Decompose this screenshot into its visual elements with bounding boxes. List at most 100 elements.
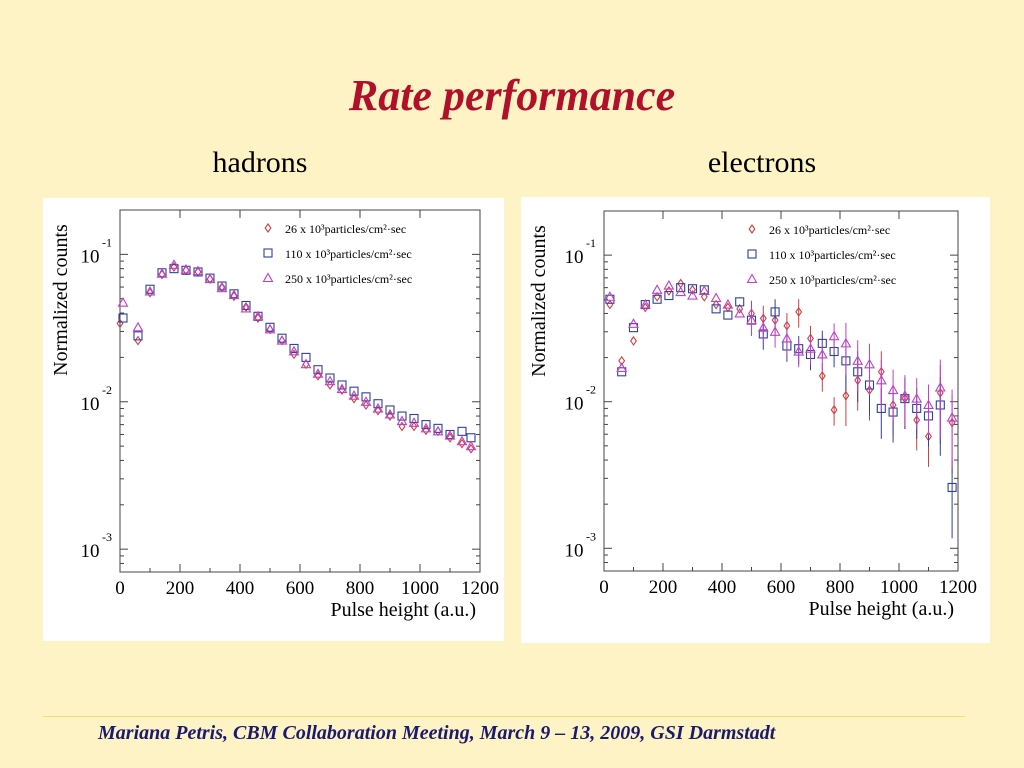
data-point <box>795 306 803 317</box>
x-tick-label: 200 <box>166 578 195 599</box>
data-point <box>757 322 769 332</box>
data-point <box>396 415 408 426</box>
data-point <box>432 425 444 436</box>
data-point <box>118 313 128 323</box>
data-point <box>228 289 240 300</box>
y-tick-label-base: 10 <box>565 540 584 561</box>
data-point <box>734 307 746 318</box>
legend-label: 26 x 10³particles/cm²·sec <box>285 222 406 236</box>
x-axis-label: Pulse height (a.u.) <box>808 598 954 620</box>
x-tick-label: 0 <box>599 577 609 598</box>
x-tick-label: 200 <box>649 577 678 598</box>
slide-title: Rate performance <box>348 71 676 120</box>
hadrons-chart-panel: 0 200 400 600 800 1000 1200 10 -1 10 -2 10 -3 Pulse h… <box>43 198 504 641</box>
data-point <box>651 284 663 294</box>
data-point <box>641 302 649 313</box>
data-point <box>325 373 335 383</box>
data-point <box>887 384 899 395</box>
legend-marker <box>747 249 757 259</box>
data-point <box>770 307 780 317</box>
data-point <box>216 282 228 293</box>
data-point <box>618 355 626 366</box>
data-point <box>144 285 156 296</box>
y-tick-label: 10-2 <box>81 383 113 415</box>
x-tick-label: 0 <box>115 578 125 599</box>
data-point <box>698 285 710 295</box>
data-point <box>156 268 168 278</box>
data-point <box>314 370 322 381</box>
y-tick-label: 10-3 <box>565 529 597 561</box>
data-point <box>180 263 192 274</box>
y-tick-label-base: 10 <box>81 246 100 267</box>
data-point <box>947 482 957 493</box>
electrons-caption: electrons <box>707 146 817 179</box>
legend-marker <box>264 223 272 233</box>
data-point <box>639 298 651 309</box>
data-point <box>664 290 674 301</box>
footer-text: Mariana Petris, CBM Collaboration Meetin… <box>98 722 776 744</box>
data-point <box>875 374 887 385</box>
data-point <box>349 386 359 396</box>
y-tick-label: 10-2 <box>565 383 597 415</box>
legend-marker <box>263 248 273 258</box>
data-point <box>313 365 323 375</box>
data-point <box>218 282 226 293</box>
data-point <box>134 335 142 346</box>
x-tick-label: 1000 <box>401 578 439 599</box>
y-tick-label-base: 10 <box>81 541 100 562</box>
y-tick-label-exponent: -2 <box>102 383 112 397</box>
y-tick-label: 10-1 <box>81 235 113 267</box>
data-point <box>628 318 639 328</box>
y-tick-label: 10-1 <box>565 236 597 268</box>
y-tick-label-exponent: -1 <box>102 235 112 249</box>
data-point <box>946 411 958 422</box>
y-tick-label-exponent: -2 <box>586 383 596 397</box>
data-point <box>444 429 456 440</box>
series-diamond <box>606 278 956 474</box>
series-square <box>605 283 957 539</box>
data-point <box>324 375 336 386</box>
x-tick-label: 800 <box>346 578 375 599</box>
data-point <box>816 348 828 359</box>
data-point <box>711 304 721 314</box>
y-tick-label: 10-3 <box>81 530 113 562</box>
data-point <box>911 392 923 403</box>
data-point <box>818 370 826 381</box>
series-triangle <box>117 259 477 451</box>
footer-divider <box>43 716 965 717</box>
data-point <box>723 310 733 320</box>
y-tick-label-exponent: -3 <box>102 530 112 544</box>
data-point <box>736 303 744 314</box>
data-point <box>828 330 840 341</box>
data-point <box>630 335 637 346</box>
data-point <box>385 405 395 415</box>
data-point <box>805 343 816 353</box>
y-tick-label-exponent: -3 <box>586 529 596 543</box>
x-tick-label: 600 <box>286 578 315 599</box>
data-point <box>675 286 687 297</box>
data-point <box>710 292 722 303</box>
data-point <box>735 297 745 307</box>
data-point <box>242 301 250 312</box>
data-point <box>254 313 262 323</box>
data-point <box>852 355 864 365</box>
data-point <box>204 273 216 284</box>
data-point <box>687 289 698 300</box>
y-tick-label-base: 10 <box>565 247 584 268</box>
legend-marker <box>262 272 274 283</box>
data-point <box>830 404 838 415</box>
data-point <box>192 265 204 276</box>
data-point <box>312 368 324 378</box>
data-point <box>769 326 781 336</box>
data-point <box>170 262 178 273</box>
legend-label: 110 x 10³particles/cm²·sec <box>769 248 896 262</box>
legend: 26 x 10³particles/cm²·sec 110 x 10³partic… <box>262 222 412 286</box>
hadrons-caption: hadrons <box>212 146 308 179</box>
data-point <box>241 300 251 311</box>
data-point <box>350 393 358 404</box>
data-point <box>362 400 370 411</box>
data-point <box>781 332 793 343</box>
data-point <box>689 284 696 295</box>
data-point <box>252 310 264 321</box>
